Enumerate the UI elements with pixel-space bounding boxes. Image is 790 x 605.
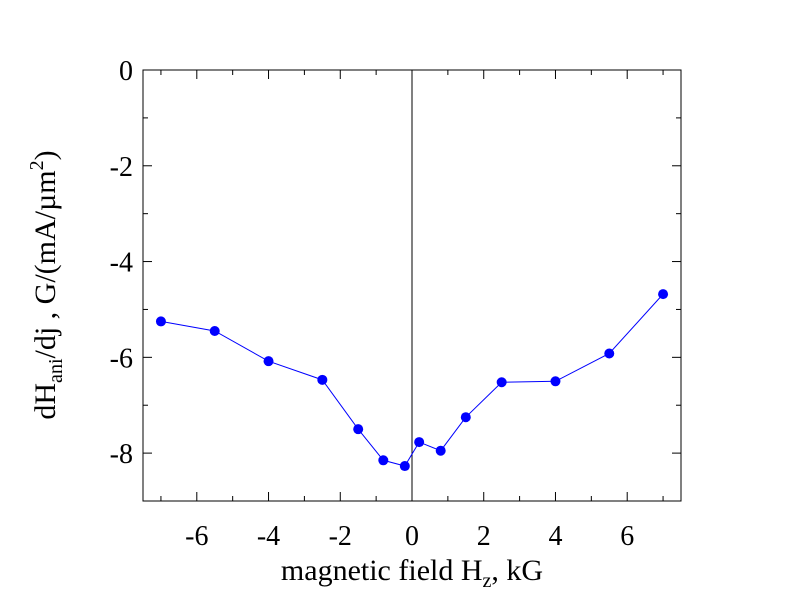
data-point — [317, 374, 328, 385]
x-tick-label: -4 — [257, 521, 280, 552]
x-tick-label: 4 — [548, 521, 562, 552]
data-point — [263, 356, 274, 367]
y-tick-label: -8 — [110, 439, 133, 470]
x-tick-label: -2 — [329, 521, 352, 552]
data-point — [435, 445, 446, 456]
axis-tick-labels: -6 -4 -2 0 2 4 6 0 -2 -4 -6 -8 — [110, 56, 635, 552]
x-axis-title-sub: z — [483, 570, 492, 592]
y-tick-label: 0 — [119, 56, 133, 87]
x-axis-title-main: magnetic field H — [281, 554, 483, 587]
x-tick-label: 0 — [405, 521, 419, 552]
y-tick-label: -6 — [110, 343, 133, 374]
y-axis-title-c: ) — [29, 150, 62, 160]
y-axis-title-sup: 2 — [26, 160, 48, 170]
series-line — [160, 293, 664, 467]
data-point — [155, 316, 166, 327]
x-tick-label: 2 — [477, 521, 491, 552]
series-points — [155, 289, 669, 472]
y-axis-title-b: /dj , G/(mA/µm — [29, 170, 62, 358]
y-axis-title: dHani/dj , G/(mA/µm2) — [26, 150, 67, 419]
y-axis-title-a: dH — [29, 383, 62, 420]
y-tick-label: -2 — [110, 152, 133, 183]
data-point — [550, 376, 561, 387]
data-point — [353, 424, 364, 435]
data-point — [414, 437, 425, 448]
y-tick-label: -4 — [110, 248, 133, 279]
data-point — [378, 455, 389, 466]
y-axis-title-sub: ani — [45, 358, 67, 383]
data-point — [496, 377, 507, 388]
axis-ticks — [143, 69, 681, 502]
x-axis-title: magnetic field Hz, kG — [281, 554, 543, 592]
x-tick-label: -6 — [185, 521, 208, 552]
data-point — [658, 289, 669, 300]
data-point — [604, 348, 615, 359]
x-axis-title-rest: , kG — [491, 554, 543, 587]
data-point — [460, 412, 471, 423]
x-tick-label: 6 — [620, 521, 634, 552]
data-point — [209, 325, 220, 336]
data-point — [399, 461, 410, 472]
